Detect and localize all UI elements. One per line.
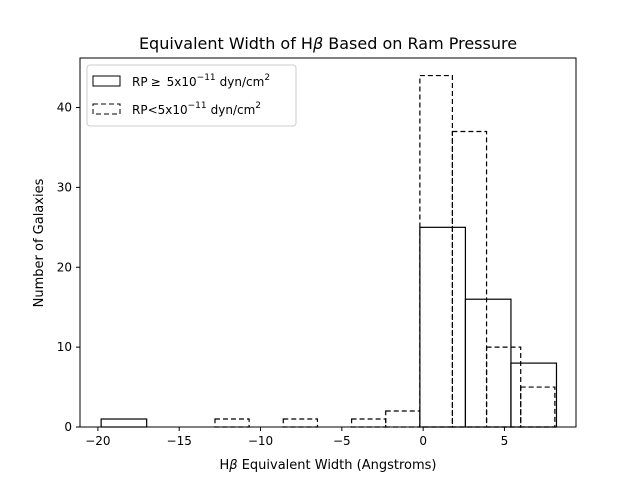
- legend-swatch-dashed: [92, 103, 121, 115]
- chart-title: Equivalent Width of Hβ Based on Ram Pres…: [139, 34, 517, 53]
- legend-swatch-solid: [92, 75, 121, 87]
- legend-label-high-rp: RP ≥5x10−11 dyn/cm2: [132, 73, 270, 89]
- bar-low-rp-0: [214, 418, 250, 428]
- bar-low-rp-2: [282, 418, 319, 428]
- bars-layer: [100, 74, 558, 428]
- y-tick-label: 10: [57, 340, 72, 354]
- y-axis: 0 10 20 30 40: [57, 101, 80, 434]
- bar-low-rp-4: [350, 418, 387, 428]
- plot-frame: [79, 57, 577, 428]
- bar-high-rp-9: [510, 362, 558, 428]
- x-tick-label: −15: [167, 434, 192, 448]
- legend-label-low-rp: RP<5x10−11 dyn/cm2: [132, 101, 261, 117]
- bar-low-rp-6: [419, 74, 454, 428]
- x-tick-label: 0: [419, 434, 427, 448]
- x-tick-label: −20: [85, 434, 110, 448]
- legend: RP ≥5x10−11 dyn/cm2 RP<5x10−11 dyn/cm2: [86, 64, 297, 127]
- y-tick-label: 30: [57, 180, 72, 194]
- legend-box: [86, 64, 297, 127]
- y-axis-label: Number of Galaxies: [32, 178, 47, 307]
- x-axis: −20 −15 −10 −5 0 5: [85, 427, 508, 448]
- bar-low-rp-5: [385, 410, 421, 428]
- y-tick-label: 20: [57, 260, 72, 274]
- bar-high-rp-7: [419, 226, 467, 428]
- y-tick-label: 40: [57, 101, 72, 115]
- bar-high-rp-0: [100, 418, 148, 428]
- bar-high-rp-8: [464, 298, 512, 428]
- y-tick-label: 0: [64, 420, 72, 434]
- x-tick-label: −10: [248, 434, 273, 448]
- bar-low-rp-9: [520, 386, 556, 428]
- x-tick-label: −5: [333, 434, 351, 448]
- bar-low-rp-8: [485, 346, 522, 428]
- x-tick-label: 5: [501, 434, 509, 448]
- bar-low-rp-7: [451, 130, 488, 428]
- x-axis-label: Hβ Equivalent Width (Angstroms): [219, 458, 436, 473]
